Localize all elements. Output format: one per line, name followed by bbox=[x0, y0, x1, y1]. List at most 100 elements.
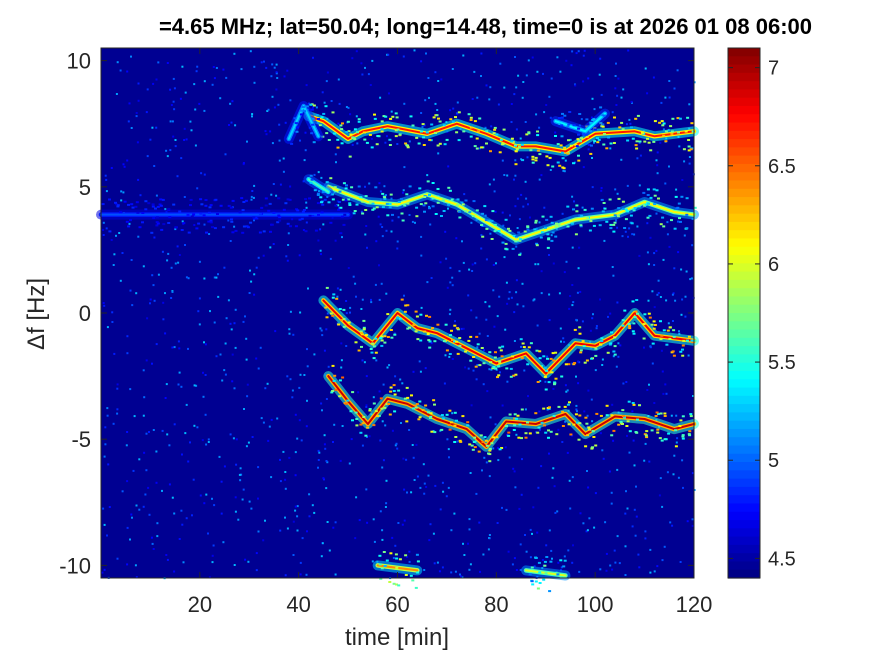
noise-cell bbox=[360, 308, 363, 310]
noise-cell bbox=[381, 529, 384, 532]
trace-cell bbox=[560, 375, 564, 378]
trace-cell bbox=[383, 565, 387, 567]
noise-cell bbox=[620, 96, 623, 99]
noise-cell bbox=[565, 390, 568, 393]
noise-cell bbox=[130, 513, 133, 516]
noise-cell bbox=[660, 349, 663, 352]
trace-cell bbox=[216, 213, 219, 215]
trace-cell bbox=[414, 406, 418, 409]
noise-cell bbox=[205, 493, 208, 496]
trace-cell bbox=[453, 441, 457, 443]
trace-cell bbox=[583, 361, 587, 364]
trace-cell bbox=[499, 138, 503, 141]
noise-cell bbox=[420, 254, 423, 257]
trace-cell bbox=[594, 444, 598, 447]
trace-cell bbox=[653, 203, 657, 206]
trace-cell bbox=[312, 141, 316, 144]
colorbar-segment bbox=[728, 511, 760, 521]
trace-cell bbox=[180, 229, 184, 231]
noise-cell bbox=[569, 507, 572, 510]
trace-cell bbox=[536, 587, 540, 590]
trace-cell bbox=[404, 574, 408, 576]
trace-cell bbox=[324, 105, 328, 108]
trace-cell bbox=[421, 409, 425, 412]
trace-cell bbox=[443, 340, 446, 343]
noise-cell bbox=[681, 298, 684, 301]
noise-cell bbox=[378, 390, 381, 393]
trace-cell bbox=[199, 198, 203, 201]
trace-cell bbox=[612, 429, 616, 432]
noise-cell bbox=[219, 353, 222, 356]
noise-cell bbox=[513, 178, 515, 181]
trace-cell bbox=[613, 336, 617, 339]
noise-cell bbox=[453, 512, 456, 515]
noise-cell bbox=[656, 172, 659, 175]
noise-cell bbox=[661, 505, 664, 508]
trace-cell bbox=[368, 408, 372, 410]
trace-cell bbox=[631, 330, 635, 333]
noise-cell bbox=[619, 344, 622, 347]
trace-cell bbox=[468, 443, 472, 446]
noise-cell bbox=[529, 556, 532, 559]
noise-cell bbox=[382, 459, 385, 462]
noise-cell bbox=[626, 507, 629, 510]
trace-cell bbox=[534, 156, 538, 159]
noise-cell bbox=[112, 264, 115, 266]
noise-cell bbox=[456, 440, 459, 443]
trace-cell bbox=[609, 142, 613, 145]
trace-cell bbox=[693, 339, 697, 342]
trace-cell bbox=[613, 345, 617, 348]
colorbar-segment bbox=[728, 478, 760, 488]
trace-cell bbox=[540, 421, 544, 424]
trace-cell bbox=[561, 425, 565, 427]
noise-cell bbox=[231, 353, 234, 356]
colorbar-segment bbox=[728, 213, 760, 223]
trace-cell bbox=[688, 434, 692, 437]
trace-cell bbox=[677, 202, 681, 205]
noise-cell bbox=[300, 439, 303, 442]
noise-cell bbox=[238, 473, 241, 476]
trace-cell bbox=[362, 319, 366, 322]
trace-cell bbox=[186, 213, 190, 216]
noise-cell bbox=[385, 194, 387, 197]
trace-cell bbox=[441, 199, 445, 202]
noise-cell bbox=[151, 362, 153, 365]
colorbar-tick-label: 5 bbox=[768, 450, 779, 472]
trace-cell bbox=[687, 335, 691, 338]
colorbar-segment bbox=[728, 387, 760, 397]
noise-cell bbox=[379, 510, 382, 513]
noise-cell bbox=[515, 569, 518, 571]
noise-cell bbox=[605, 569, 608, 572]
trace-cell bbox=[333, 186, 337, 189]
trace-cell bbox=[562, 565, 566, 568]
trace-cell bbox=[499, 349, 503, 352]
trace-cell bbox=[417, 418, 421, 421]
noise-cell bbox=[130, 127, 133, 129]
noise-cell bbox=[143, 451, 146, 454]
trace-cell bbox=[513, 424, 517, 427]
noise-cell bbox=[514, 174, 517, 177]
noise-cell bbox=[693, 81, 696, 84]
trace-cell bbox=[432, 116, 436, 119]
trace-cell bbox=[488, 453, 492, 456]
noise-cell bbox=[449, 308, 452, 311]
trace-cell bbox=[469, 119, 473, 121]
noise-cell bbox=[668, 96, 671, 99]
noise-cell bbox=[427, 474, 430, 477]
noise-cell bbox=[527, 203, 529, 206]
noise-cell bbox=[609, 147, 612, 150]
trace-cell bbox=[546, 357, 549, 360]
noise-cell bbox=[420, 235, 423, 238]
noise-cell bbox=[110, 239, 113, 241]
colorbar-segment bbox=[728, 130, 760, 140]
trace-cell bbox=[240, 197, 244, 200]
noise-cell bbox=[361, 444, 364, 447]
trace-cell bbox=[577, 438, 581, 441]
noise-cell bbox=[296, 505, 299, 508]
noise-cell bbox=[170, 266, 173, 269]
noise-cell bbox=[323, 434, 326, 437]
noise-cell bbox=[485, 84, 488, 87]
colorbar-segment bbox=[728, 412, 760, 422]
noise-cell bbox=[189, 441, 191, 444]
